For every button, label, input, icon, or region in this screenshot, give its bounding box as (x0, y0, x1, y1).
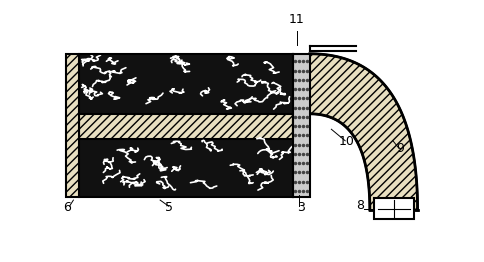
Bar (373, 198, 413, 219)
Text: 6: 6 (63, 201, 71, 214)
Bar (292, 54, 309, 197)
Bar (78, 139, 292, 197)
Bar (78, 54, 292, 114)
Text: 9: 9 (396, 142, 404, 155)
Bar (78, 114, 292, 139)
Text: 10: 10 (338, 135, 354, 148)
Text: 5: 5 (165, 201, 172, 214)
Polygon shape (309, 54, 417, 210)
Bar (65, 54, 78, 197)
Text: 3: 3 (297, 201, 304, 214)
Text: 8: 8 (355, 199, 363, 211)
Text: 11: 11 (288, 13, 304, 26)
